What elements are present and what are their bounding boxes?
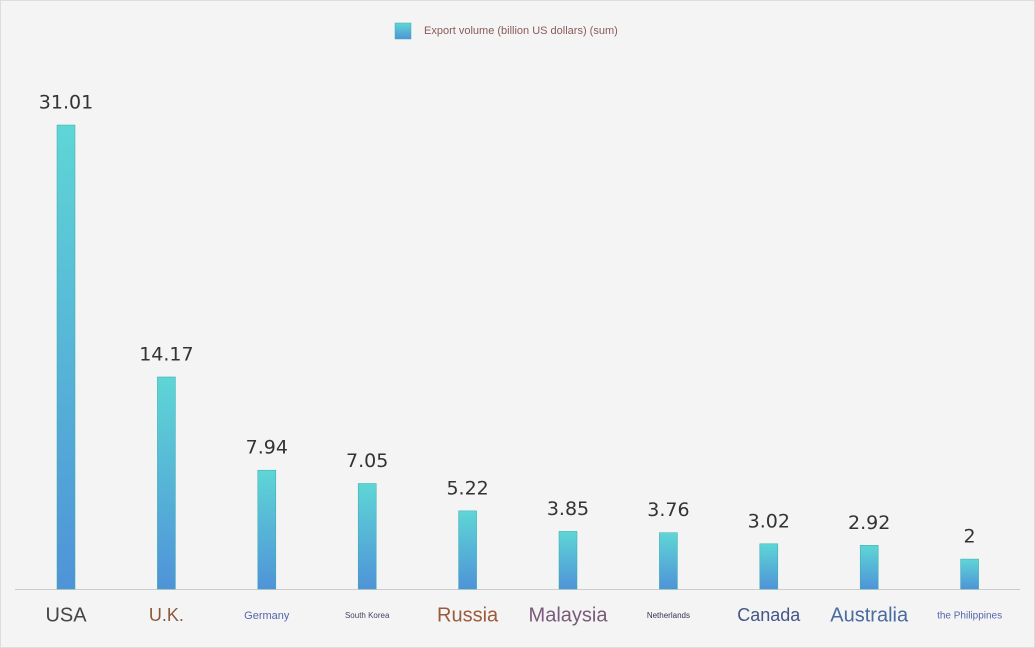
x-tick-label: USA <box>45 604 87 626</box>
value-label: 7.94 <box>246 437 288 459</box>
x-tick-label: Netherlands <box>647 611 690 620</box>
value-label: 3.76 <box>647 499 689 521</box>
value-label: 7.05 <box>346 450 388 472</box>
bar <box>859 545 879 590</box>
value-label: 3.85 <box>547 498 589 520</box>
value-label: 3.02 <box>748 510 790 532</box>
x-tick-label: the Philippines <box>937 611 1002 622</box>
bar <box>458 510 477 590</box>
x-tick-label: Canada <box>737 605 801 625</box>
bar <box>56 124 76 590</box>
x-tick-label: Malaysia <box>529 604 609 626</box>
bar <box>257 469 277 590</box>
value-label: 5.22 <box>446 477 488 499</box>
bar <box>157 376 176 590</box>
bar <box>659 532 678 590</box>
x-tick-label: Russia <box>437 604 499 626</box>
value-label: 14.17 <box>139 343 193 365</box>
bar <box>357 483 377 590</box>
value-label: 31.01 <box>39 92 93 114</box>
legend-label: Export volume (billion US dollars) (sum) <box>424 25 618 37</box>
x-tick-label: Germany <box>244 610 290 622</box>
bar <box>960 558 979 590</box>
legend-swatch <box>394 22 412 40</box>
value-label: 2 <box>964 526 976 548</box>
bar <box>759 543 779 590</box>
bar <box>558 531 578 590</box>
x-tick-label: U.K. <box>149 605 184 625</box>
x-tick-label: South Korea <box>345 611 390 620</box>
x-tick-label: Australia <box>830 604 909 626</box>
value-label: 2.92 <box>848 512 890 534</box>
